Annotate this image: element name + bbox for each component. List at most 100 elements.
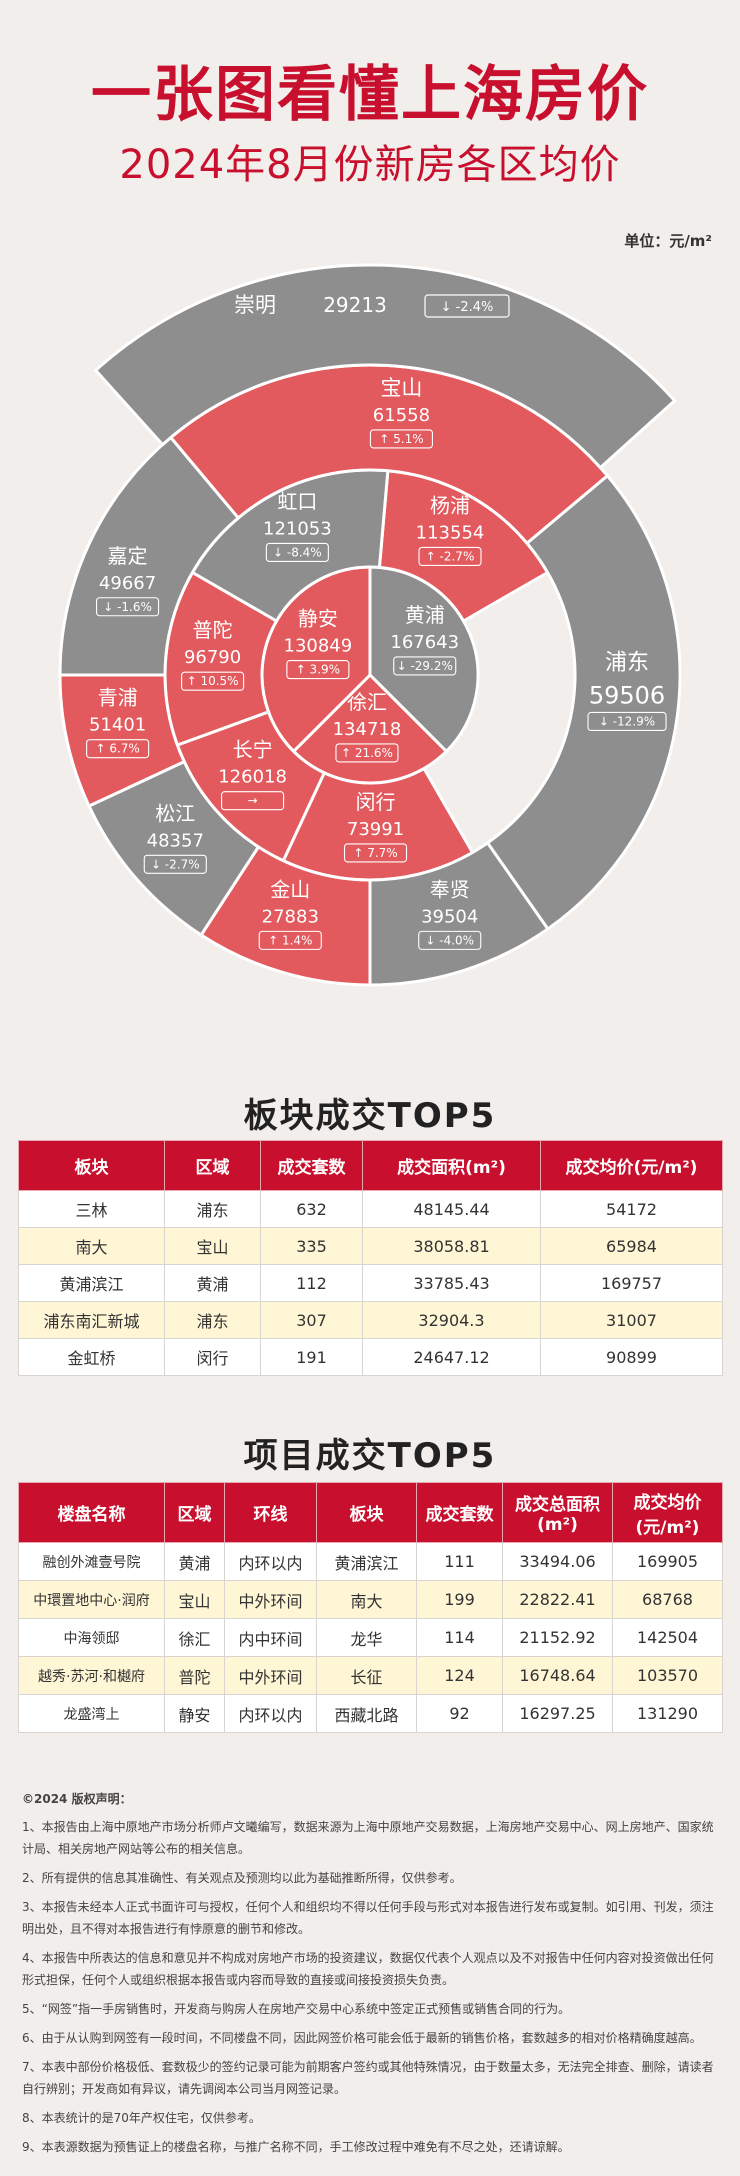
district-change-box-3 (418, 546, 482, 566)
project-row-cell: 长征 (316, 1656, 417, 1695)
district-change-box-1 (335, 743, 399, 763)
district-change-6: → (248, 794, 258, 808)
sunburst-chart: 黄浦 167643 ↓ -29.2% 徐汇 134718 ↑ 21.6% 静安 130849 ↑… (58, 263, 682, 987)
project-header-cell-1: 区域 (164, 1482, 225, 1543)
district-change-box-12 (143, 854, 207, 874)
board-row: 浦东南汇新城 浦东 307 32904.3 31007 (18, 1301, 723, 1339)
project-row-cell: 西藏北路 (316, 1694, 417, 1733)
district-change-7: ↑ 7.7% (353, 846, 397, 860)
project-row-cell: 越秀·苏河·和樾府 (18, 1656, 165, 1695)
district-change-box-4 (265, 542, 329, 562)
project-row-cell: 龙盛湾上 (18, 1694, 165, 1733)
district-change-box-10 (418, 930, 482, 950)
project-header-cell-2: 环线 (224, 1482, 317, 1543)
board-row: 黄浦滨江 黄浦 112 33785.43 169757 (18, 1264, 723, 1302)
project-row-cell: 徐汇 (164, 1618, 225, 1657)
board-top5-table: 板块 区域 成交套数 成交面积(m²) 成交均价(元/m²) 三林 浦东 632 48145.… (18, 1140, 723, 1376)
project-row-cell: 68768 (612, 1580, 723, 1619)
project-row-cell: 龙华 (316, 1618, 417, 1657)
district-change-box-15 (424, 294, 510, 318)
board-row-cell: 54172 (540, 1190, 723, 1228)
board-row-cell: 三林 (18, 1190, 165, 1228)
project-row-cell: 宝山 (164, 1580, 225, 1619)
board-header-cell-0: 板块 (18, 1140, 165, 1191)
board-row-cell: 31007 (540, 1301, 723, 1339)
project-row: 中環置地中心·润府 宝山 中外环间 南大 199 22822.41 68768 (18, 1580, 723, 1619)
district-change-14: ↓ -1.6% (103, 600, 152, 614)
project-header-cell-4: 成交套数 (416, 1482, 503, 1543)
project-row-cell: 内环以内 (224, 1542, 317, 1581)
board-row-cell: 浦东南汇新城 (18, 1301, 165, 1339)
project-row-cell: 33494.06 (502, 1542, 613, 1581)
project-row-cell: 142504 (612, 1618, 723, 1657)
project-header-row: 楼盘名称 区域 环线 板块 成交套数 成交总面积(m²) 成交均价(元/m²) (18, 1482, 723, 1543)
board-row-cell: 335 (260, 1227, 363, 1265)
board-row-cell: 48145.44 (362, 1190, 541, 1228)
board-row-cell: 24647.12 (362, 1338, 541, 1376)
project-row-cell: 21152.92 (502, 1618, 613, 1657)
note-item: 1、本报告由上海中原地产市场分析师卢文曦编写，数据来源为上海中原地产交易数据，上… (22, 1820, 714, 1856)
project-row-cell: 114 (416, 1618, 503, 1657)
unit-label: 单位：元/m² (624, 232, 712, 250)
project-row-cell: 中外环间 (224, 1580, 317, 1619)
district-change-9: ↓ -12.9% (599, 714, 655, 728)
project-row-cell: 22822.41 (502, 1580, 613, 1619)
note-item: 5、“网签”指一手房销售时，开发商与购房人在房地产交易中心系统中签定正式预售或销… (22, 2002, 571, 2016)
district-change-box-6 (221, 791, 285, 811)
project-row: 越秀·苏河·和樾府 普陀 中外环间 长征 124 16748.64 103570 (18, 1656, 723, 1695)
board-row: 金虹桥 闵行 191 24647.12 90899 (18, 1338, 723, 1376)
project-row-cell: 16748.64 (502, 1656, 613, 1695)
board-row: 三林 浦东 632 48145.44 54172 (18, 1190, 723, 1228)
project-row: 中海领邸 徐汇 内中环间 龙华 114 21152.92 142504 (18, 1618, 723, 1657)
district-name-9: 浦东 (605, 650, 649, 675)
project-row-cell: 内中环间 (224, 1618, 317, 1657)
district-name-14: 嘉定 (108, 544, 148, 568)
district-change-3: ↑ -2.7% (426, 549, 475, 563)
project-row-cell: 169905 (612, 1542, 723, 1581)
board-row-cell: 黄浦 (164, 1264, 261, 1302)
board-row-cell: 宝山 (164, 1227, 261, 1265)
district-change-15: ↓ -2.4% (441, 300, 494, 315)
project-top5-title: 项目成交TOP5 (243, 1436, 497, 1476)
district-segment-15 (93, 263, 677, 470)
project-row-cell: 中環置地中心·润府 (18, 1580, 165, 1619)
district-change-5: ↑ 10.5% (187, 674, 239, 688)
district-change-1: ↑ 21.6% (341, 746, 393, 760)
district-price-13: 51401 (89, 715, 146, 736)
district-change-13: ↑ 6.7% (95, 742, 139, 756)
project-row-cell: 111 (416, 1542, 503, 1581)
district-name-5: 普陀 (193, 618, 233, 642)
district-price-0: 167643 (390, 632, 459, 653)
copyright-notes: ©2024 版权声明： 1、本报告由上海中原地产市场分析师卢文曦编写，数据来源为… (22, 1788, 720, 2165)
notes-heading: ©2024 版权声明： (22, 1792, 132, 1806)
board-row-cell: 金虹桥 (18, 1338, 165, 1376)
board-row-cell: 33785.43 (362, 1264, 541, 1302)
board-row-cell: 632 (260, 1190, 363, 1228)
district-name-10: 奉贤 (430, 877, 470, 901)
district-change-box-5 (181, 671, 245, 691)
board-row-cell: 浦东 (164, 1190, 261, 1228)
project-row-cell: 92 (416, 1694, 503, 1733)
project-row-cell: 融创外滩壹号院 (18, 1542, 165, 1581)
district-price-5: 96790 (184, 647, 241, 668)
board-top5-title: 板块成交TOP5 (243, 1096, 497, 1136)
district-name-7: 闵行 (356, 790, 396, 814)
district-change-box-9 (587, 711, 667, 732)
board-row-cell: 90899 (540, 1338, 723, 1376)
project-top5-table: 楼盘名称 区域 环线 板块 成交套数 成交总面积(m²) 成交均价(元/m²) 融创外滩壹号… (18, 1482, 723, 1733)
district-price-2: 130849 (284, 636, 353, 657)
district-name-2: 静安 (298, 607, 338, 631)
board-row-cell: 南大 (18, 1227, 165, 1265)
project-row-cell: 16297.25 (502, 1694, 613, 1733)
district-change-8: ↑ 5.1% (379, 432, 423, 446)
district-name-1: 徐汇 (347, 690, 387, 714)
project-row-cell: 中外环间 (224, 1656, 317, 1695)
project-header-cell-5: 成交总面积(m²) (502, 1482, 613, 1543)
district-change-4: ↓ -8.4% (273, 545, 322, 559)
board-row-cell: 65984 (540, 1227, 723, 1265)
district-price-9: 59506 (589, 681, 665, 709)
project-row-cell: 静安 (164, 1694, 225, 1733)
district-name-13: 青浦 (98, 686, 138, 710)
project-row: 龙盛湾上 静安 内环以内 西藏北路 92 16297.25 131290 (18, 1694, 723, 1733)
